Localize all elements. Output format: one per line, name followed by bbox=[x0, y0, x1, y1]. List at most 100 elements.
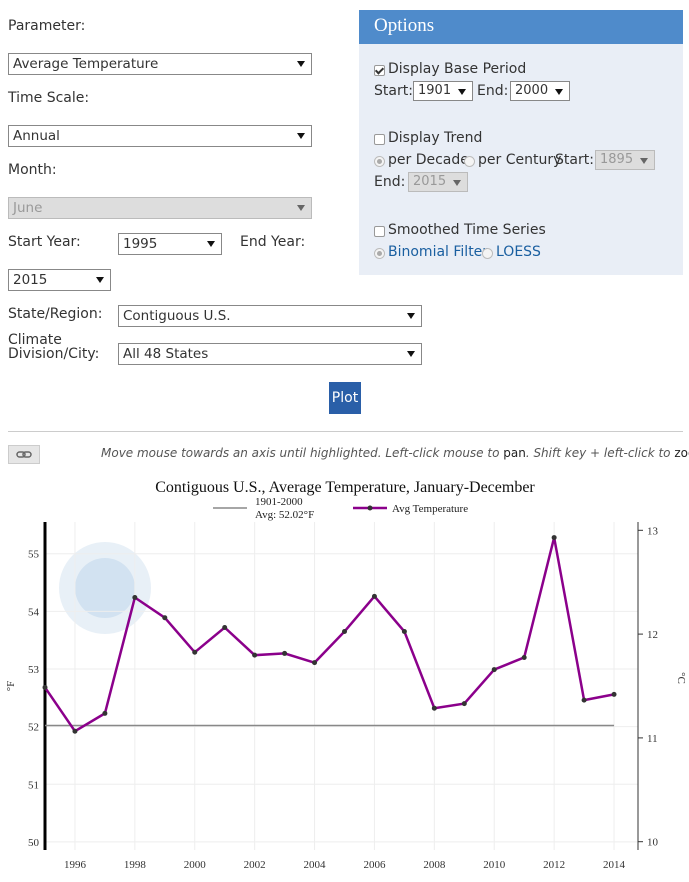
start-year-select[interactable]: 1995 bbox=[118, 233, 222, 255]
data-point bbox=[431, 705, 437, 711]
y-axis-label: °F bbox=[5, 681, 17, 692]
data-point bbox=[72, 728, 78, 734]
data-point bbox=[521, 654, 527, 660]
data-point bbox=[341, 629, 347, 635]
y-tick-label: 53 bbox=[28, 664, 40, 676]
divider bbox=[8, 431, 683, 432]
x-tick-label: 2000 bbox=[184, 859, 207, 871]
select-value: Average Temperature bbox=[13, 56, 159, 72]
y-tick-label: 50 bbox=[28, 837, 40, 849]
base-end-select[interactable]: 2000 bbox=[510, 81, 570, 101]
division-select[interactable]: All 48 States bbox=[118, 343, 422, 365]
data-point bbox=[491, 667, 497, 673]
timescale-select[interactable]: Annual bbox=[8, 125, 312, 147]
data-point bbox=[132, 595, 138, 601]
label: per Century bbox=[478, 152, 562, 168]
label: End Year: bbox=[240, 234, 306, 250]
y2-tick-label: 12 bbox=[647, 629, 658, 641]
radio[interactable] bbox=[482, 248, 493, 259]
label: Parameter: bbox=[8, 18, 86, 34]
data-point bbox=[581, 697, 587, 703]
y-tick-label: 51 bbox=[28, 779, 39, 791]
label: Display Trend bbox=[388, 130, 483, 146]
data-point bbox=[401, 629, 407, 635]
plot-button[interactable]: Plot bbox=[329, 382, 361, 414]
y-tick-label: 52 bbox=[28, 722, 39, 734]
options-panel bbox=[359, 10, 683, 275]
data-point bbox=[192, 649, 198, 655]
x-tick-label: 1998 bbox=[124, 859, 147, 871]
data-point bbox=[282, 650, 288, 656]
select-value: Contiguous U.S. bbox=[123, 308, 231, 324]
label: Start: bbox=[555, 152, 594, 168]
data-line bbox=[43, 537, 615, 733]
checkbox[interactable] bbox=[374, 134, 385, 145]
x-tick-label: 2012 bbox=[543, 859, 565, 871]
options-header bbox=[359, 10, 683, 44]
link-icon bbox=[16, 451, 32, 458]
legend-label: Avg: 52.02°F bbox=[255, 509, 314, 521]
data-point bbox=[611, 691, 617, 697]
checkbox[interactable] bbox=[374, 65, 385, 76]
radio bbox=[464, 156, 475, 167]
hint: Move mouse towards an axis until highlig… bbox=[101, 446, 689, 460]
trend-start-select: 1895 bbox=[595, 150, 655, 170]
select-value: 2015 bbox=[13, 272, 48, 288]
base-start-select[interactable]: 1901 bbox=[413, 81, 473, 101]
x-tick-label: 2004 bbox=[304, 859, 327, 871]
data-point bbox=[252, 652, 258, 658]
chart-title: Contiguous U.S., Average Temperature, Ja… bbox=[155, 479, 535, 496]
select-value: 1895 bbox=[600, 152, 634, 167]
y2-axis-label: °C bbox=[675, 672, 687, 684]
label: Smoothed Time Series bbox=[388, 222, 546, 238]
legend-label: 1901-2000 bbox=[255, 496, 303, 508]
parameter-select[interactable]: Average Temperature bbox=[8, 53, 312, 75]
select-value: Annual bbox=[13, 128, 60, 144]
y-tick-label: 54 bbox=[28, 606, 40, 618]
hint-text: zoom bbox=[674, 446, 689, 460]
data-point bbox=[162, 615, 168, 621]
y2-tick-label: 11 bbox=[647, 733, 658, 745]
x-tick-label: 2014 bbox=[603, 859, 626, 871]
legend-marker bbox=[367, 505, 373, 511]
label: per Decade bbox=[388, 152, 469, 168]
data-point bbox=[102, 710, 108, 716]
label: Start Year: bbox=[8, 234, 81, 250]
label: State/Region: bbox=[8, 306, 103, 322]
end-year-select[interactable]: 2015 bbox=[8, 269, 111, 291]
radio bbox=[374, 156, 385, 167]
label: Binomial Filter bbox=[388, 244, 489, 260]
data-point bbox=[222, 624, 228, 630]
radio[interactable] bbox=[374, 248, 385, 259]
logo bbox=[75, 558, 135, 618]
label: Month: bbox=[8, 162, 57, 178]
month-select: June bbox=[8, 197, 312, 219]
label: Time Scale: bbox=[8, 90, 90, 106]
x-tick-label: 2002 bbox=[244, 859, 266, 871]
label: Display Base Period bbox=[388, 61, 527, 77]
options-title: Options bbox=[374, 15, 435, 36]
link-button[interactable] bbox=[8, 445, 40, 464]
hint-text: . Shift key + left-click to bbox=[525, 446, 675, 460]
select-value: All 48 States bbox=[123, 346, 209, 362]
select-value: June bbox=[13, 200, 43, 216]
trend-end-select: 2015 bbox=[408, 172, 468, 192]
data-point bbox=[461, 701, 467, 707]
checkbox[interactable] bbox=[374, 226, 385, 237]
y2-tick-label: 10 bbox=[647, 837, 659, 849]
label: End: bbox=[374, 174, 406, 190]
y-tick-label: 55 bbox=[28, 549, 40, 561]
y2-tick-label: 13 bbox=[647, 525, 659, 537]
label: Climate Division/City: bbox=[8, 332, 100, 362]
hint-text: pan bbox=[503, 446, 526, 460]
hint-text: Move mouse towards an axis until highlig… bbox=[101, 446, 504, 460]
data-point bbox=[312, 660, 318, 666]
x-tick-label: 2010 bbox=[483, 859, 506, 871]
data-point bbox=[551, 535, 557, 541]
select-value: 1995 bbox=[123, 236, 158, 252]
x-tick-label: 1996 bbox=[64, 859, 87, 871]
label: Start: bbox=[374, 83, 413, 99]
region-select[interactable]: Contiguous U.S. bbox=[118, 305, 422, 327]
x-tick-label: 2006 bbox=[363, 859, 386, 871]
